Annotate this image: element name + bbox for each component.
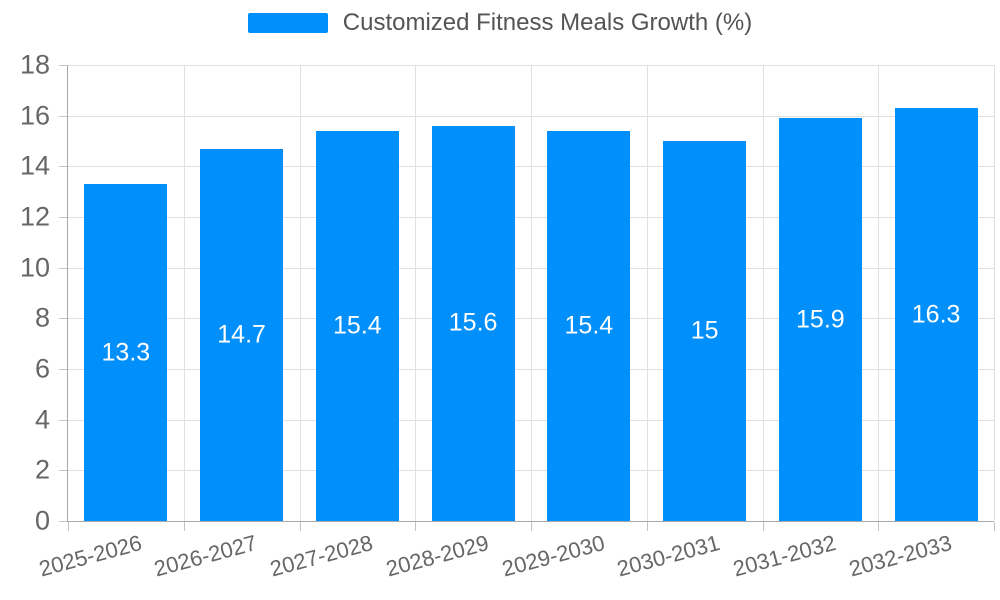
x-axis-category-label: 2030-2031 xyxy=(614,530,723,582)
bar[interactable]: 15 xyxy=(663,141,747,521)
y-axis-tick xyxy=(59,267,67,269)
y-axis-tick xyxy=(59,369,67,370)
gridline-vertical xyxy=(647,65,648,521)
y-axis-tick xyxy=(59,65,67,66)
y-axis-tick-label: 6 xyxy=(34,353,50,384)
x-axis-category-label: 2032-2033 xyxy=(846,530,955,582)
y-axis-tick xyxy=(59,166,67,168)
x-axis-tick xyxy=(763,522,764,531)
bar-value-label: 16.3 xyxy=(911,300,961,329)
plot-area: 13.3 14.7 15.4 15.6 15.4 15 15.9 16.3 xyxy=(68,65,995,521)
y-axis-tick-label: 8 xyxy=(34,302,50,333)
gridline-vertical xyxy=(184,65,185,521)
bar[interactable]: 15.4 xyxy=(547,130,631,521)
y-axis-tick-label: 10 xyxy=(19,252,50,283)
bar[interactable]: 15.4 xyxy=(315,130,399,521)
x-axis-tick xyxy=(300,522,301,531)
gridline-vertical xyxy=(763,65,764,521)
y-axis-tick xyxy=(59,217,67,218)
y-axis-tick-label: 0 xyxy=(34,505,50,536)
x-axis-tick xyxy=(68,522,69,531)
y-axis-tick xyxy=(59,115,67,117)
bar[interactable]: 15.9 xyxy=(778,118,862,521)
bar[interactable]: 14.7 xyxy=(200,148,284,521)
y-axis-tick-label: 16 xyxy=(19,100,50,131)
y-axis-tick xyxy=(59,521,67,522)
legend-marker xyxy=(247,13,328,33)
bar-value-label: 15 xyxy=(690,316,719,345)
bar-value-label: 13.3 xyxy=(101,338,151,367)
gridline-vertical xyxy=(994,65,995,521)
x-axis-tick xyxy=(994,522,995,531)
x-axis-category-label: 2025-2026 xyxy=(35,530,145,582)
bar[interactable]: 16.3 xyxy=(894,108,978,521)
x-axis-tick xyxy=(415,522,416,531)
y-axis-tick xyxy=(59,419,67,421)
bar-value-label: 15.4 xyxy=(333,311,382,340)
x-axis-category-label: 2031-2032 xyxy=(730,530,839,582)
x-axis-category-label: 2027-2028 xyxy=(267,530,376,582)
x-axis-category-label: 2029-2030 xyxy=(498,530,608,582)
chart-legend[interactable]: Customized Fitness Meals Growth (%) xyxy=(0,0,1000,46)
x-axis-tick xyxy=(184,522,185,531)
bar[interactable]: 13.3 xyxy=(84,184,168,521)
x-axis-category-label: 2028-2029 xyxy=(383,530,492,582)
y-axis-tick xyxy=(59,318,67,320)
bar-value-label: 15.6 xyxy=(448,308,498,337)
bar-value-label: 15.9 xyxy=(796,305,845,334)
y-axis-tick-label: 12 xyxy=(19,201,50,232)
x-axis-tick xyxy=(878,522,879,531)
x-axis-tick xyxy=(531,522,532,531)
bar-value-label: 15.4 xyxy=(564,311,614,340)
y-axis-tick-label: 2 xyxy=(34,454,50,485)
bar-value-label: 14.7 xyxy=(217,320,266,349)
bar[interactable]: 15.6 xyxy=(431,125,515,521)
y-axis-tick-label: 4 xyxy=(34,404,50,435)
x-axis-line xyxy=(67,521,994,522)
y-axis-tick-label: 18 xyxy=(19,49,50,80)
x-axis-category-label: 2026-2027 xyxy=(151,530,260,582)
gridline-vertical xyxy=(878,65,879,521)
y-axis-line xyxy=(67,65,68,521)
y-axis-tick xyxy=(59,470,67,472)
gridline-vertical xyxy=(531,65,532,521)
gridline-vertical xyxy=(415,65,416,521)
gridline-vertical xyxy=(300,65,301,521)
y-axis-tick-label: 14 xyxy=(19,150,50,181)
x-axis-tick xyxy=(647,522,648,531)
legend-series-label: Customized Fitness Meals Growth (%) xyxy=(342,9,753,36)
